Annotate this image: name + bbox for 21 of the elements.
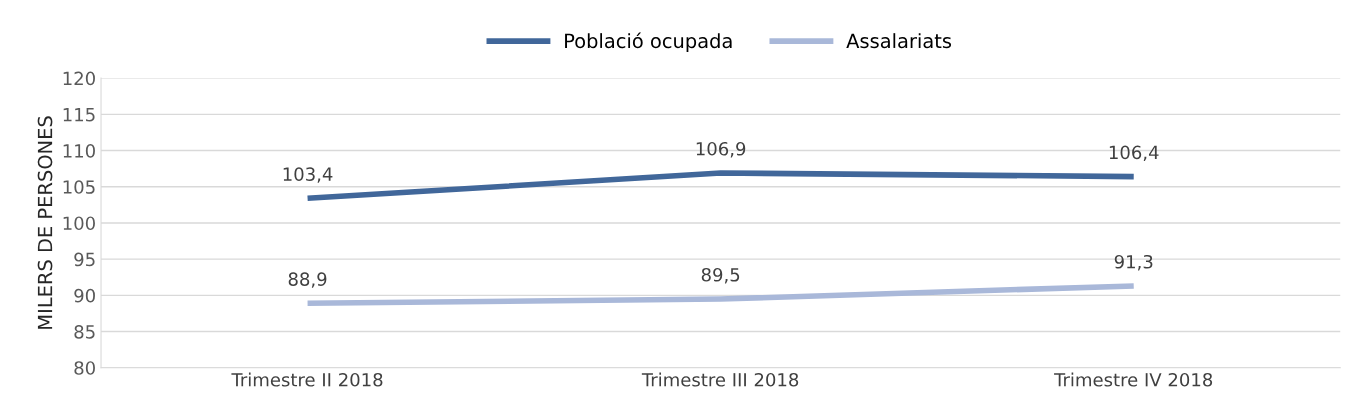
y-tick-label: 115 [63,108,95,122]
legend-label: Població ocupada [565,32,732,52]
x-tick-label: Trimestre III 2018 [641,372,799,387]
y-axis-title: MILERS DE PERSONES [37,116,53,329]
y-tick-label: 105 [63,180,95,194]
y-tick-label: 80 [74,361,95,375]
data-label: 88,9 [288,272,327,288]
x-tick-label: Trimestre II 2018 [231,372,383,387]
x-tick-label: Trimestre IV 2018 [1054,372,1213,387]
data-label: 89,5 [701,267,740,284]
data-label: 106,4 [1109,145,1159,162]
y-tick-label: 100 [63,216,95,231]
data-label: 103,4 [283,167,333,183]
y-tick-label: 120 [63,71,95,86]
y-tick-label: 110 [63,144,95,158]
data-label: 91,3 [1114,254,1153,271]
y-tick-label: 90 [74,288,95,303]
legend-label: Assalariats [846,33,952,49]
data-label: 106,9 [696,141,746,158]
y-tick-label: 85 [74,325,95,339]
y-tick-label: 95 [74,252,95,267]
